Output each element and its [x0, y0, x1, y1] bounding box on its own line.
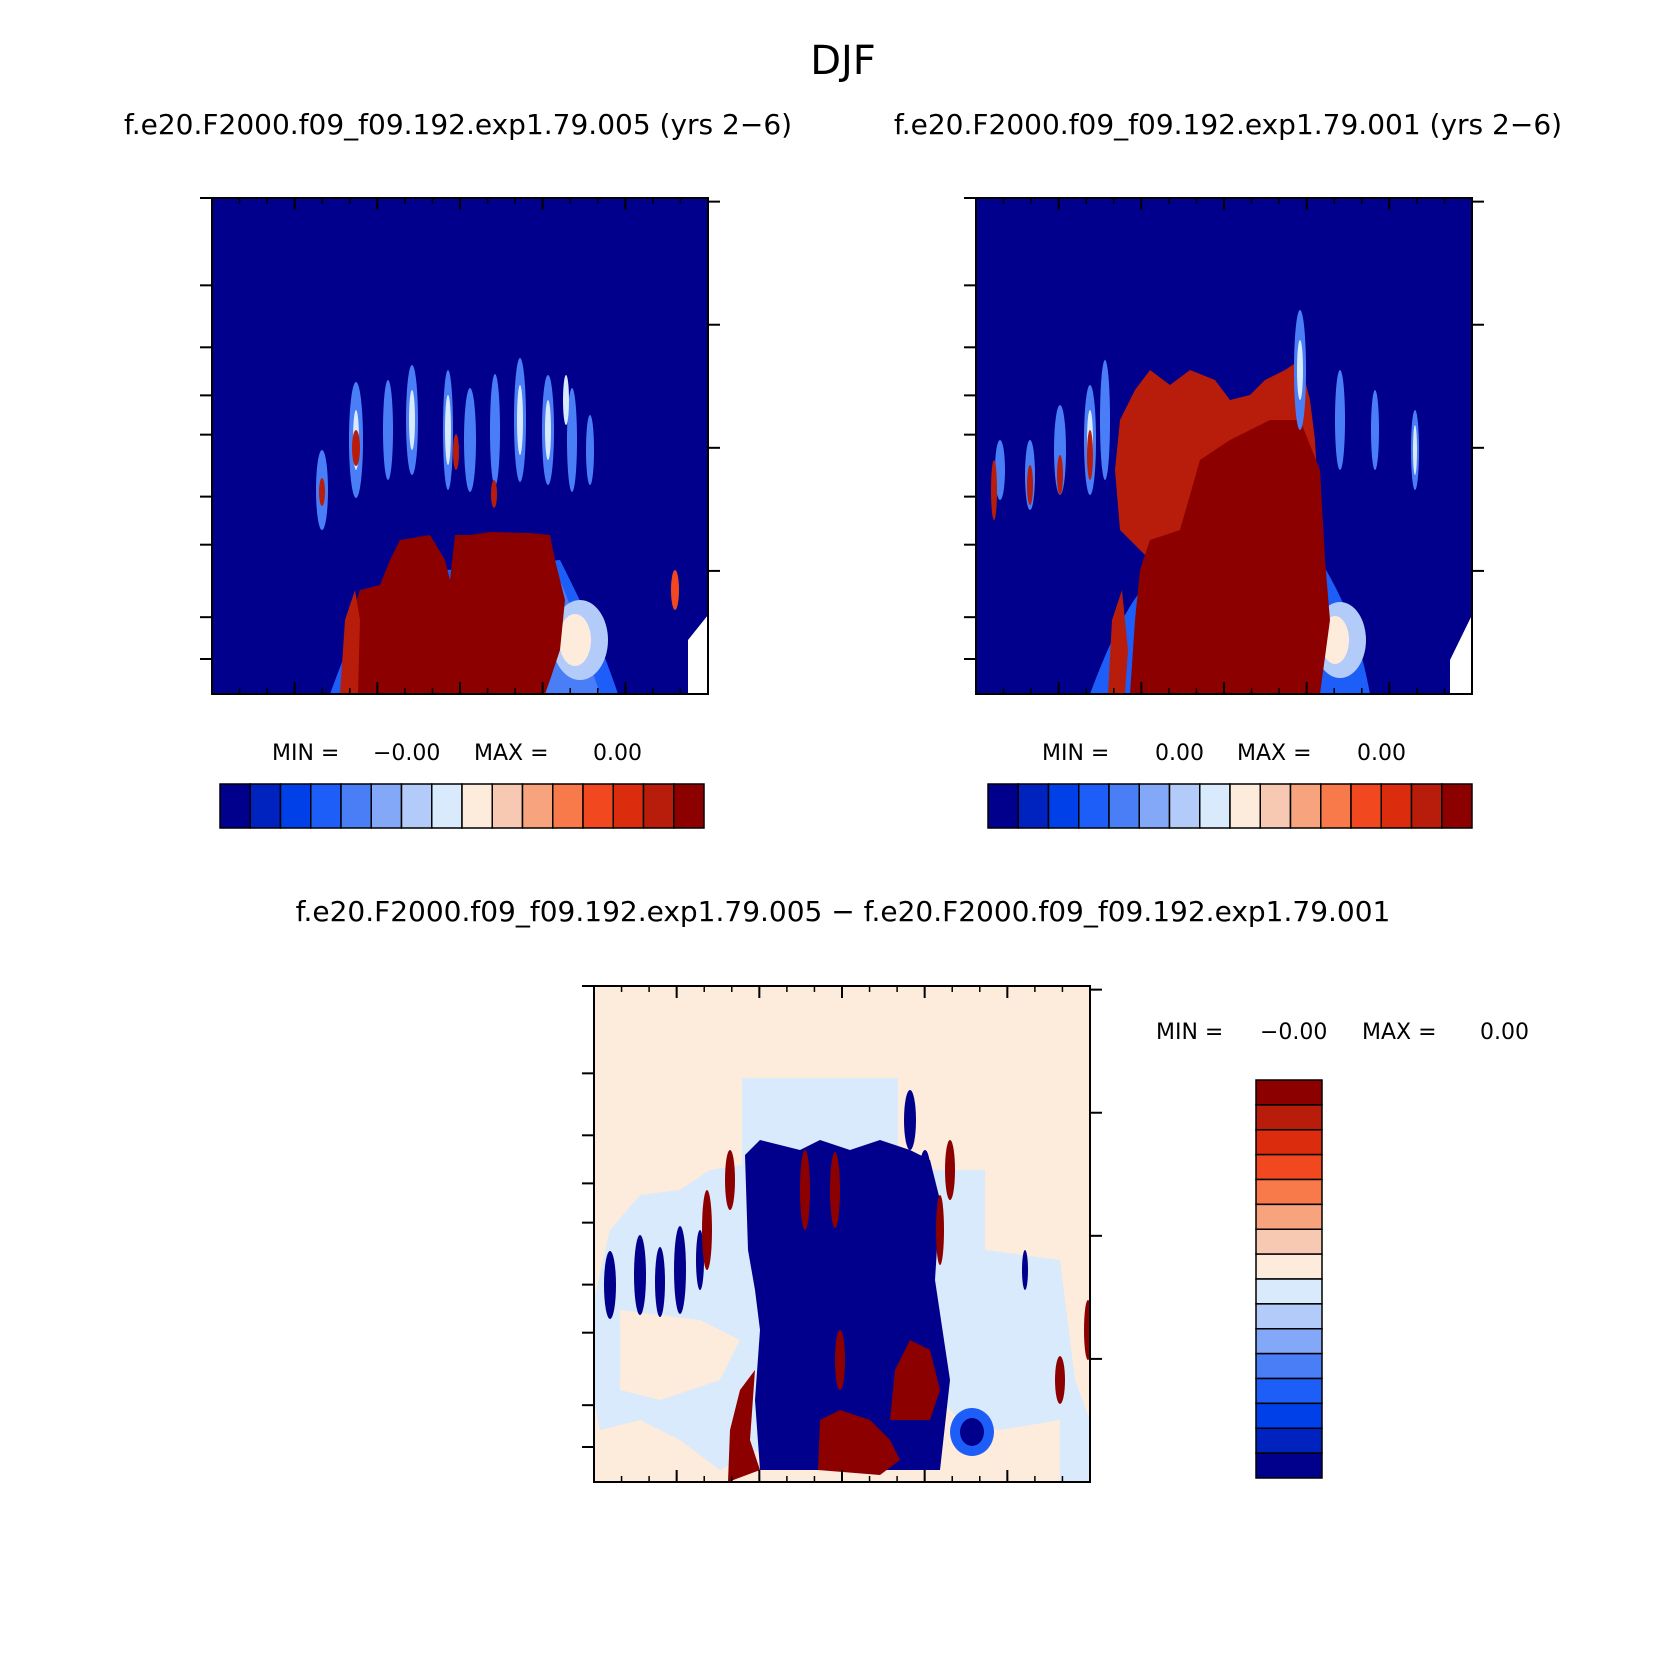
panel-c-case-title: f.e20.F2000.f09_f09.192.exp1.79.005 − f.…: [296, 895, 1391, 928]
panel-a-max-label: MAX =: [474, 741, 549, 766]
panel-c-colorbar-box: [1255, 1253, 1323, 1280]
panel-b-field: [976, 198, 1472, 694]
panel-a-colorbar-box: [582, 783, 614, 829]
panel-c-peach-patch: [620, 1310, 740, 1400]
panel-a-streak-hot: [319, 430, 497, 508]
panel-a-colorbar-box: [219, 783, 251, 829]
panel-b-colorbar-box: [1229, 783, 1261, 829]
panel-a-colorbar-box: [612, 783, 645, 829]
panel-b-colorbar-box: [1441, 783, 1473, 829]
panel-a-left-cell: [340, 590, 360, 694]
panel-c-colorbar-box: [1255, 1104, 1323, 1131]
panel-b-colorbar-box: [1017, 783, 1050, 829]
panel-b-colorbar-box: [1410, 783, 1443, 829]
panel-c-min-label: MIN =: [1156, 1020, 1223, 1045]
panel-a-terrain: [688, 615, 708, 694]
panel-c-colorbar-box: [1255, 1303, 1323, 1330]
panel-c-colorbar-box: [1255, 1402, 1323, 1429]
panel-c-colorbar-box: [1255, 1452, 1323, 1479]
panel-a-main-cell: [345, 532, 565, 694]
panel-c-colorbar-box: [1255, 1352, 1323, 1380]
panel-b-colorbar-box: [1350, 783, 1382, 829]
panel-c: [582, 985, 1102, 1483]
panel-b: [964, 197, 1484, 695]
panel-c-colorbar-box: [1255, 1153, 1323, 1181]
panel-b-colorbar-box: [1380, 783, 1413, 829]
panel-c-colorbar: [1255, 1079, 1323, 1479]
panel-b-colorbar-box: [1320, 783, 1352, 829]
panel-a-south-pole-cell: [671, 570, 679, 610]
panel-a-field: [212, 198, 708, 694]
panel-a-colorbar-box: [249, 783, 282, 829]
panel-b-min-label: MIN =: [1042, 741, 1109, 766]
panel-a-min-label: MIN =: [272, 741, 339, 766]
panel-c-colorbar-box: [1255, 1079, 1323, 1106]
panel-a-colorbar-box: [310, 783, 342, 829]
panel-c-southern-negative-core: [960, 1418, 984, 1446]
panel-a-southern-core: [559, 614, 591, 666]
panel-b-streak-hot: [991, 430, 1093, 520]
panel-b-colorbar-box: [1199, 783, 1231, 829]
panel-c-positive-features: [702, 1140, 1090, 1482]
panel-c-axes: [582, 985, 1102, 1482]
panel-a-colorbar-box: [642, 783, 675, 829]
panel-b-terrain: [1450, 615, 1472, 694]
panel-a-colorbar-box: [461, 783, 493, 829]
panel-a-colorbar-box: [370, 783, 403, 829]
panel-c-min-value: −0.00: [1260, 1020, 1327, 1045]
panel-b-left-cell: [1108, 590, 1128, 694]
panel-a-max-value: 0.00: [593, 741, 642, 766]
panel-b-colorbar-box: [1168, 783, 1201, 829]
panel-c-colorbar-box: [1255, 1427, 1323, 1454]
panel-a-colorbar: [219, 783, 705, 829]
panel-a-colorbar-box: [400, 783, 433, 829]
panel-b-case-title: f.e20.F2000.f09_f09.192.exp1.79.001 (yrs…: [894, 108, 1562, 141]
panel-b-colorbar-box: [1259, 783, 1292, 829]
panel-c-colorbar-box: [1255, 1328, 1323, 1355]
panel-c-colorbar-box: [1255, 1377, 1323, 1405]
panel-b-colorbar-box: [1047, 783, 1080, 829]
panel-c-field: [594, 986, 1090, 1482]
panel-b-max-value: 0.00: [1357, 741, 1406, 766]
panel-b-axes: [964, 197, 1484, 694]
figure-title: DJF: [810, 38, 876, 84]
panel-c-negative-streaks: [604, 1090, 1028, 1319]
panel-a-axes: [200, 197, 720, 694]
panel-b-colorbar-box: [1078, 783, 1110, 829]
panel-b-colorbar-box: [1138, 783, 1171, 829]
panel-c-colorbar-box: [1255, 1203, 1323, 1230]
panel-c-max-label: MAX =: [1362, 1020, 1437, 1045]
panel-b-main-cell: [1130, 420, 1330, 694]
panel-a-colorbar-box: [340, 783, 372, 829]
panel-a-colorbar-box: [431, 783, 463, 829]
panel-b-min-value: 0.00: [1155, 741, 1204, 766]
panel-a-colorbar-box: [279, 783, 312, 829]
panel-a-colorbar-box: [491, 783, 524, 829]
panel-a-colorbar-box: [552, 783, 584, 829]
panel-a-colorbar-box: [521, 783, 554, 829]
panel-b-colorbar-box: [1108, 783, 1140, 829]
panel-a-colorbar-box: [673, 783, 705, 829]
panel-a: [200, 197, 720, 695]
panel-a-min-value: −0.00: [373, 741, 440, 766]
panel-c-max-value: 0.00: [1480, 1020, 1529, 1045]
panel-b-colorbar-box: [1289, 783, 1322, 829]
panel-a-case-title: f.e20.F2000.f09_f09.192.exp1.79.005 (yrs…: [124, 108, 792, 141]
panel-c-colorbar-box: [1255, 1228, 1323, 1255]
panel-c-colorbar-box: [1255, 1278, 1323, 1305]
panel-c-colorbar-box: [1255, 1178, 1323, 1206]
panel-b-max-label: MAX =: [1237, 741, 1312, 766]
panel-c-colorbar-box: [1255, 1129, 1323, 1156]
panel-b-colorbar-box: [987, 783, 1019, 829]
panel-b-colorbar: [987, 783, 1473, 829]
